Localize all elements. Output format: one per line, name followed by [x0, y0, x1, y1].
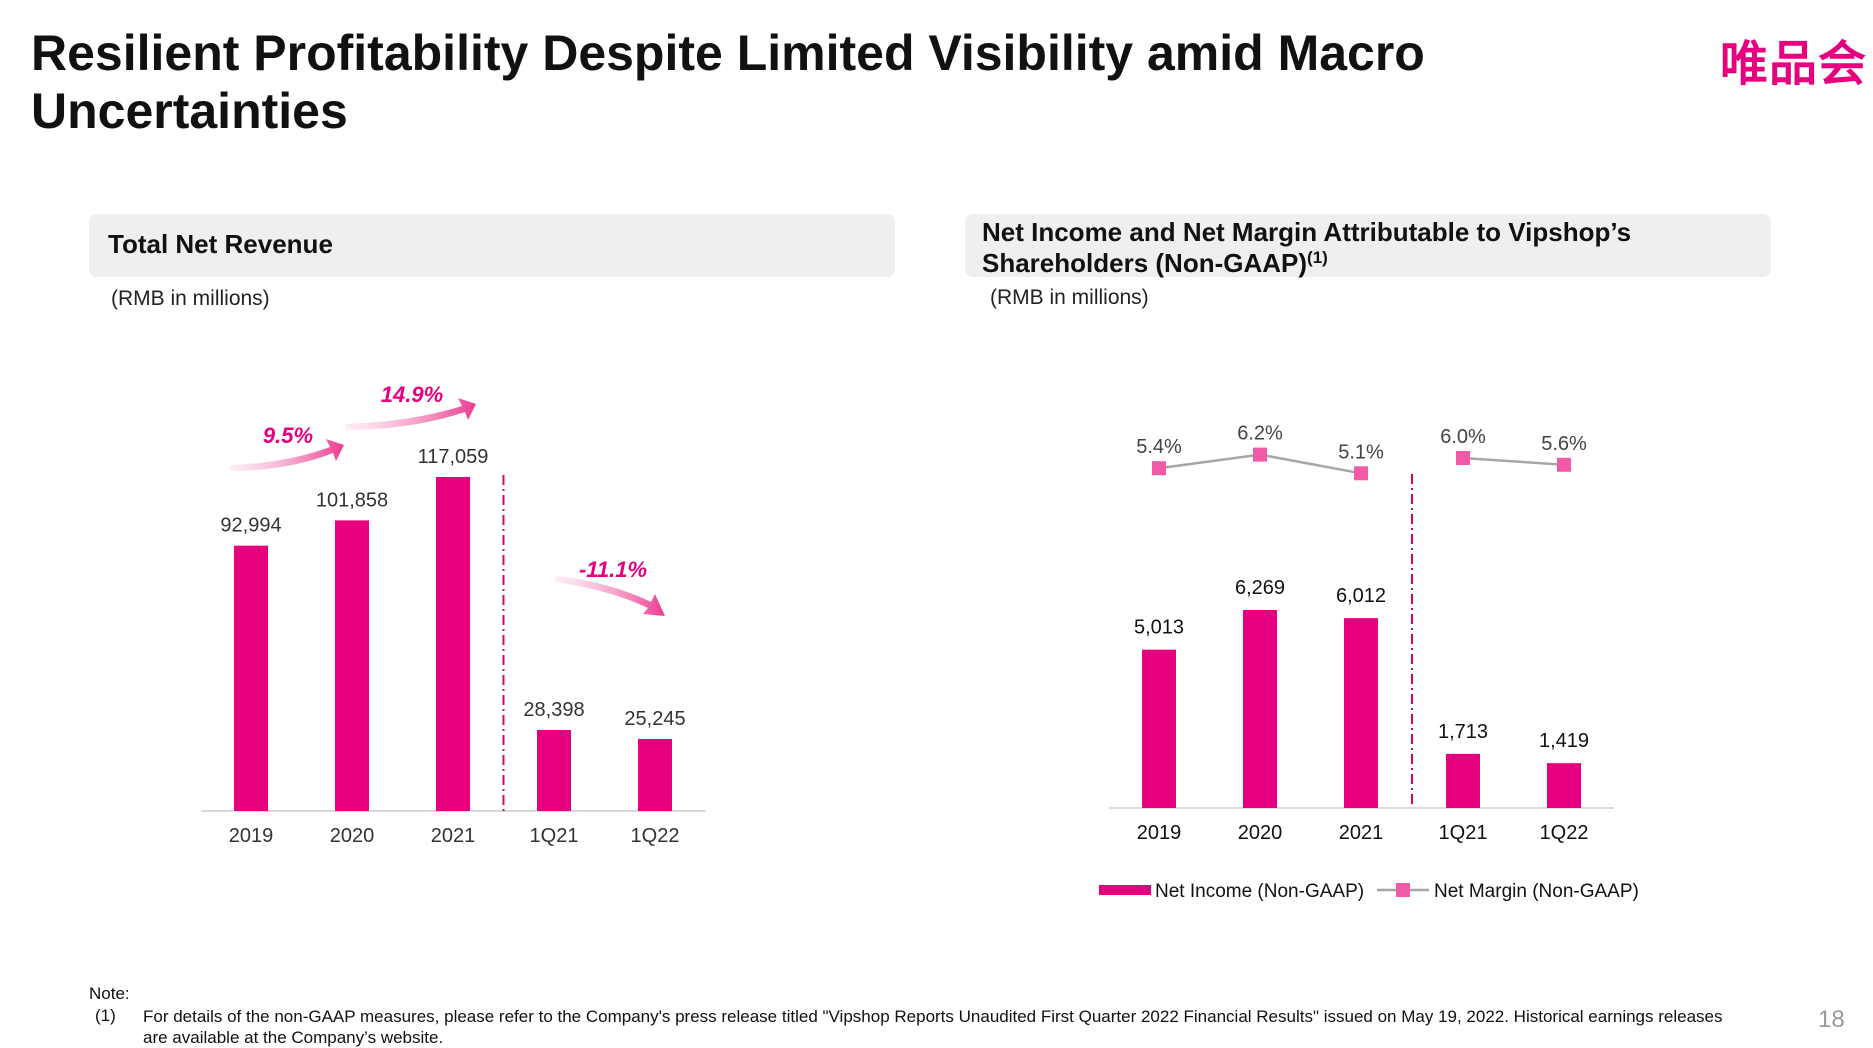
- growth-label-3: -11.1%: [579, 557, 647, 582]
- revenue-x-tick-2019: 2019: [229, 825, 274, 847]
- net-income-bar-1q21: [1446, 753, 1480, 808]
- net-income-x-tick-2019: 2019: [1137, 822, 1182, 844]
- footnote-reference: (1): [1307, 248, 1328, 267]
- revenue-x-tick-1q22: 1Q22: [631, 825, 680, 847]
- net-margin-label-2020: 6.2%: [1237, 423, 1283, 445]
- revenue-bar-2019: [234, 545, 268, 811]
- net-margin-marker-2019: [1152, 461, 1166, 476]
- net-margin-label-1q21: 6.0%: [1440, 426, 1486, 448]
- page-number: 18: [1818, 1006, 1845, 1033]
- legend-net-margin-marker: [1396, 883, 1410, 897]
- net-income-value-label-1q22: 1,419: [1539, 730, 1589, 752]
- net-income-panel-title-text: Net Income and Net Margin Attributable t…: [982, 217, 1632, 278]
- footnote-index: (1): [95, 1006, 116, 1025]
- growth-arrow-1: [230, 439, 344, 471]
- net-income-value-label-1q21: 1,713: [1438, 721, 1488, 743]
- growth-arrow-3: [555, 576, 665, 616]
- revenue-bar-1q21: [537, 729, 571, 811]
- revenue-x-tick-1q21: 1Q21: [530, 825, 579, 847]
- net-income-x-tick-1q22: 1Q22: [1540, 822, 1589, 844]
- net-income-bar-1q22: [1547, 763, 1581, 808]
- revenue-chart: 92,994 2019 101,858 2020 117,059 2021 28,398 1Q…: [201, 382, 706, 847]
- net-income-value-label-2021: 6,012: [1336, 585, 1386, 607]
- footnote-label: Note:: [89, 984, 130, 1003]
- revenue-units-label: (RMB in millions): [111, 287, 270, 310]
- net-margin-marker-1q21: [1456, 451, 1470, 465]
- revenue-value-label-2019: 92,994: [220, 515, 281, 537]
- net-margin-marker-1q22: [1557, 457, 1571, 472]
- growth-label-1: 9.5%: [263, 423, 313, 448]
- revenue-value-label-1q21: 28,398: [523, 699, 584, 721]
- revenue-value-label-2021: 117,059: [418, 446, 489, 468]
- net-margin-label-2019: 5.4%: [1136, 436, 1182, 458]
- legend-net-income-swatch: [1099, 885, 1151, 895]
- slide-title: Resilient Profitability Despite Limited …: [31, 25, 1425, 139]
- net-income-x-tick-2020: 2020: [1238, 822, 1283, 844]
- revenue-bar-2021: [436, 477, 470, 811]
- revenue-x-tick-2020: 2020: [330, 825, 375, 847]
- net-margin-line-segment-2: [1462, 456, 1565, 467]
- footnote-text: For details of the non-GAAP measures, pl…: [143, 1007, 1723, 1047]
- revenue-panel-title: Total Net Revenue: [89, 214, 895, 277]
- legend-net-income-label: Net Income (Non-GAAP): [1155, 881, 1364, 902]
- net-income-bar-2021: [1344, 618, 1378, 808]
- net-margin-marker-2020: [1253, 447, 1267, 462]
- revenue-bar-1q22: [638, 738, 672, 811]
- net-income-chart: 5,013 2019 6,269 2020 6,012 2021 1,713 1Q21 1,41…: [1099, 423, 1639, 902]
- net-income-bar-2020: [1243, 610, 1277, 808]
- net-income-x-tick-1q21: 1Q21: [1439, 822, 1488, 844]
- growth-label-2: 14.9%: [381, 382, 443, 407]
- net-margin-label-1q22: 5.6%: [1541, 433, 1587, 455]
- revenue-value-label-1q22: 25,245: [624, 708, 685, 730]
- net-margin-marker-2021: [1354, 466, 1368, 481]
- net-income-panel-title: Net Income and Net Margin Attributable t…: [965, 214, 1771, 278]
- net-income-units-label: (RMB in millions): [990, 286, 1149, 309]
- net-income-x-tick-2021: 2021: [1339, 822, 1384, 844]
- net-income-bar-2019: [1142, 649, 1176, 808]
- net-margin-label-2021: 5.1%: [1338, 441, 1384, 463]
- revenue-x-tick-2021: 2021: [431, 825, 476, 847]
- revenue-bar-2020: [335, 520, 369, 811]
- net-income-value-label-2020: 6,269: [1235, 577, 1285, 599]
- growth-arrow-2: [345, 398, 476, 430]
- revenue-value-label-2020: 101,858: [316, 489, 388, 511]
- net-income-value-label-2019: 5,013: [1134, 617, 1184, 639]
- vipshop-logo: 唯品会: [1720, 38, 1868, 91]
- legend-net-margin-label: Net Margin (Non-GAAP): [1434, 881, 1639, 902]
